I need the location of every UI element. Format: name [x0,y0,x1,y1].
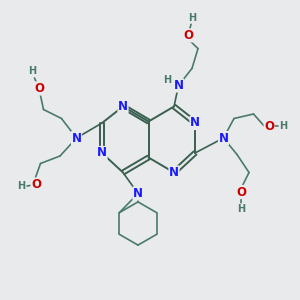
Text: O: O [31,178,41,191]
Text: O: O [183,29,193,42]
Text: N: N [133,187,143,200]
Text: O: O [264,120,274,133]
Text: O: O [236,185,246,199]
Text: H: H [17,181,26,191]
Text: O: O [34,82,44,95]
Text: H: H [188,13,196,23]
Text: N: N [190,116,200,130]
Text: N: N [71,131,82,145]
Text: N: N [169,166,179,179]
Text: N: N [173,79,184,92]
Text: H: H [28,66,37,76]
Text: H: H [237,204,245,214]
Text: N: N [118,100,128,113]
Text: H: H [279,121,288,131]
Text: N: N [97,146,107,160]
Text: N: N [218,131,229,145]
Text: H: H [163,75,171,85]
